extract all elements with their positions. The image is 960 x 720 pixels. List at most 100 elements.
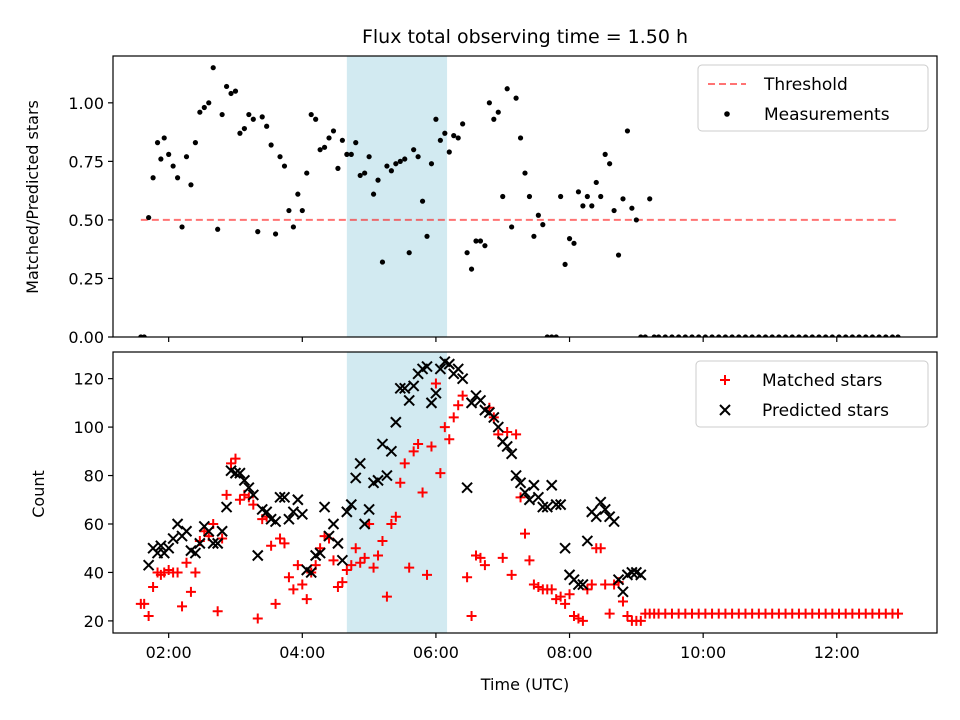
measurement-point xyxy=(339,137,345,143)
measurement-point xyxy=(141,334,147,337)
matched-star-point xyxy=(413,439,424,450)
measurement-point xyxy=(321,144,328,150)
predicted-star-point xyxy=(234,467,246,479)
measurement-point xyxy=(562,261,568,268)
matched-star-point xyxy=(430,378,441,389)
matched-star-point xyxy=(417,487,428,498)
measurement-point xyxy=(504,86,510,92)
matched-star-point xyxy=(377,535,388,546)
measurement-point xyxy=(268,142,274,148)
predicted-star-point xyxy=(287,506,300,518)
matched-star-point xyxy=(359,552,370,563)
predicted-star-point xyxy=(314,547,326,559)
measurement-point xyxy=(575,189,582,195)
predicted-star-point xyxy=(505,448,518,460)
measurement-point xyxy=(566,236,573,242)
x-tick-label: 08:00 xyxy=(546,643,592,662)
matched-star-point xyxy=(444,434,455,445)
matched-star-point xyxy=(212,606,223,617)
predicted-star-point xyxy=(167,532,179,545)
legend-label: Threshold xyxy=(763,75,848,95)
x-tick-label: 06:00 xyxy=(413,643,459,662)
chart-title: Flux total observing time = 1.50 h xyxy=(362,26,688,48)
measurement-point xyxy=(219,111,225,118)
measurement-point xyxy=(526,193,533,200)
predicted-star-point xyxy=(211,537,224,550)
predicted-star-point xyxy=(390,416,402,428)
measurement-point xyxy=(460,121,466,127)
measurement-point xyxy=(776,334,782,337)
predicted-star-point xyxy=(332,537,344,550)
matched-star-point xyxy=(435,468,446,479)
measurement-point xyxy=(330,128,337,134)
matched-star-point xyxy=(266,540,277,551)
measurement-point xyxy=(402,156,408,162)
legend-matched-swatch xyxy=(720,375,730,385)
y-tick-label: 0.00 xyxy=(68,328,104,347)
measurement-point xyxy=(433,116,439,122)
matched-star-point xyxy=(148,581,159,592)
measurement-point xyxy=(602,151,608,157)
matched-star-point xyxy=(506,569,517,580)
measurement-point xyxy=(544,334,550,337)
measurement-point xyxy=(428,161,435,167)
measurement-point xyxy=(607,161,613,167)
measurement-point xyxy=(370,191,377,197)
measurement-point xyxy=(535,212,541,218)
predicted-star-point xyxy=(194,537,206,550)
measurement-point xyxy=(522,170,528,176)
matched-star-point xyxy=(283,572,294,583)
legend-label: Measurements xyxy=(764,105,890,125)
predicted-star-point xyxy=(443,358,455,370)
matched-star-point xyxy=(555,591,566,602)
matched-star-point xyxy=(546,584,557,595)
measurement-point xyxy=(638,334,644,337)
plot-area xyxy=(138,56,901,337)
predicted-star-point xyxy=(421,360,433,373)
predicted-star-point xyxy=(372,474,384,487)
measurement-point xyxy=(651,334,657,337)
predicted-star-point xyxy=(238,474,251,487)
measurement-point xyxy=(174,175,181,181)
predicted-star-point xyxy=(341,506,353,518)
measurement-point xyxy=(669,334,675,337)
series-predicted-stars xyxy=(142,355,647,598)
predicted-star-point xyxy=(514,477,527,489)
predicted-star-point xyxy=(274,491,286,504)
matched-star-point xyxy=(143,611,154,622)
predicted-star-point xyxy=(296,508,309,521)
matched-star-point xyxy=(604,608,615,619)
measurement-point xyxy=(656,334,662,337)
matched-star-point xyxy=(337,577,348,588)
predicted-star-point xyxy=(546,479,558,491)
measurement-point xyxy=(353,140,359,146)
predicted-star-point xyxy=(599,503,611,516)
observing-window-band xyxy=(346,56,448,337)
measurement-point xyxy=(357,172,363,179)
x-tick-label: 02:00 xyxy=(146,643,192,662)
measurement-point xyxy=(722,334,729,337)
matched-star-point xyxy=(328,555,339,566)
matched-star-point xyxy=(252,613,263,624)
matched-star-point xyxy=(586,579,597,590)
predicted-star-point xyxy=(260,506,273,518)
y-tick-label: 20 xyxy=(84,612,104,631)
predicted-star-point xyxy=(305,566,317,579)
predicted-star-point xyxy=(541,501,553,513)
matched-star-point xyxy=(617,596,628,607)
measurement-point xyxy=(473,238,479,244)
matched-star-point xyxy=(457,390,468,401)
predicted-star-point xyxy=(612,573,625,586)
legend-predicted-swatch xyxy=(719,404,731,416)
measurement-point xyxy=(397,158,403,164)
matched-star-point xyxy=(368,562,379,573)
predicted-star-point xyxy=(501,440,513,453)
measurement-point xyxy=(393,161,399,167)
predicted-star-point xyxy=(577,578,589,591)
measurement-point xyxy=(749,334,755,337)
matched-star-point xyxy=(346,560,357,571)
matched-star-point xyxy=(297,579,308,590)
matched-star-point xyxy=(497,552,508,563)
matched-star-point xyxy=(185,586,196,597)
measurement-point xyxy=(809,334,815,337)
